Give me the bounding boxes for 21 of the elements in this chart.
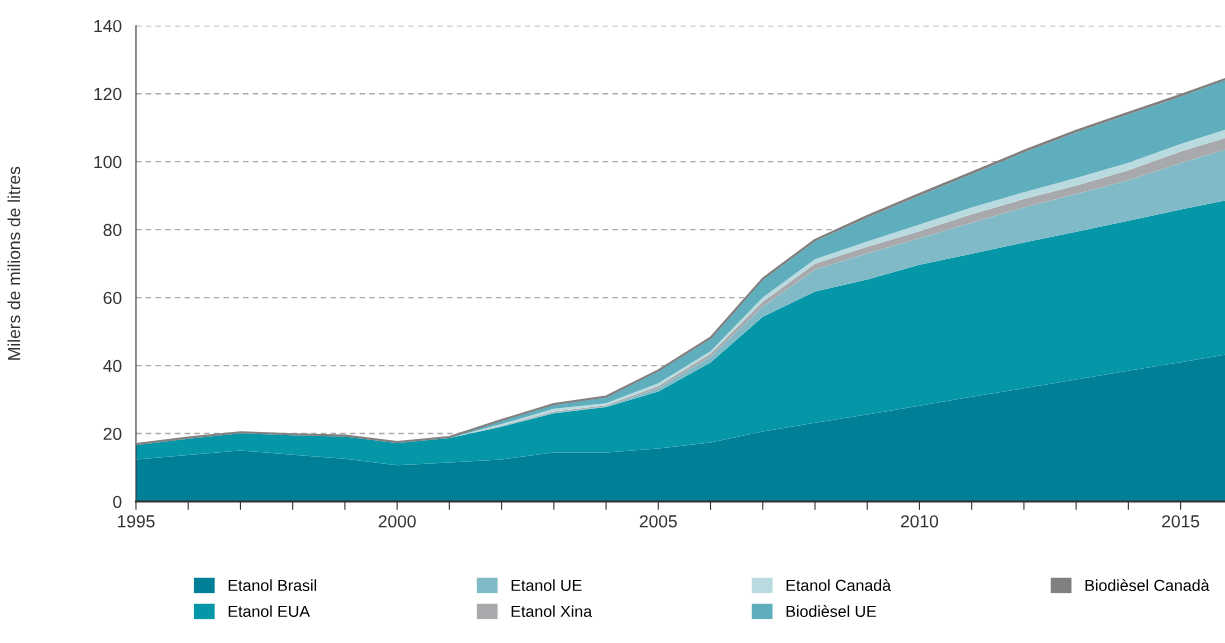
legend-label: Etanol Xina (511, 605, 593, 618)
legend-label: Etanol Canadà (786, 579, 892, 592)
y-tick-label: 20 (103, 427, 122, 441)
x-tick-label: 2010 (901, 515, 939, 528)
y-tick-label: 80 (103, 223, 122, 237)
legend-label: Etanol UE (511, 579, 582, 592)
legend-label: Etanol Brasil (228, 579, 317, 592)
x-tick-label: 2005 (639, 515, 677, 528)
x-tick-label: 2015 (1162, 515, 1200, 528)
y-tick-label: 40 (103, 359, 122, 373)
y-axis-title: Milers de milions de litres (7, 166, 21, 360)
x-tick-label: 1995 (117, 515, 155, 528)
legend-label: Biodièsel Canadà (1085, 579, 1210, 592)
y-tick-label: 0 (113, 495, 122, 508)
legend-label: Etanol EUA (228, 605, 310, 618)
legend-label: Biodièsel UE (786, 605, 877, 618)
y-tick-label: 140 (94, 19, 122, 33)
y-tick-label: 60 (103, 291, 122, 305)
y-tick-label: 120 (94, 87, 122, 101)
x-tick-label: 2000 (378, 515, 416, 528)
y-tick-label: 100 (94, 155, 122, 169)
